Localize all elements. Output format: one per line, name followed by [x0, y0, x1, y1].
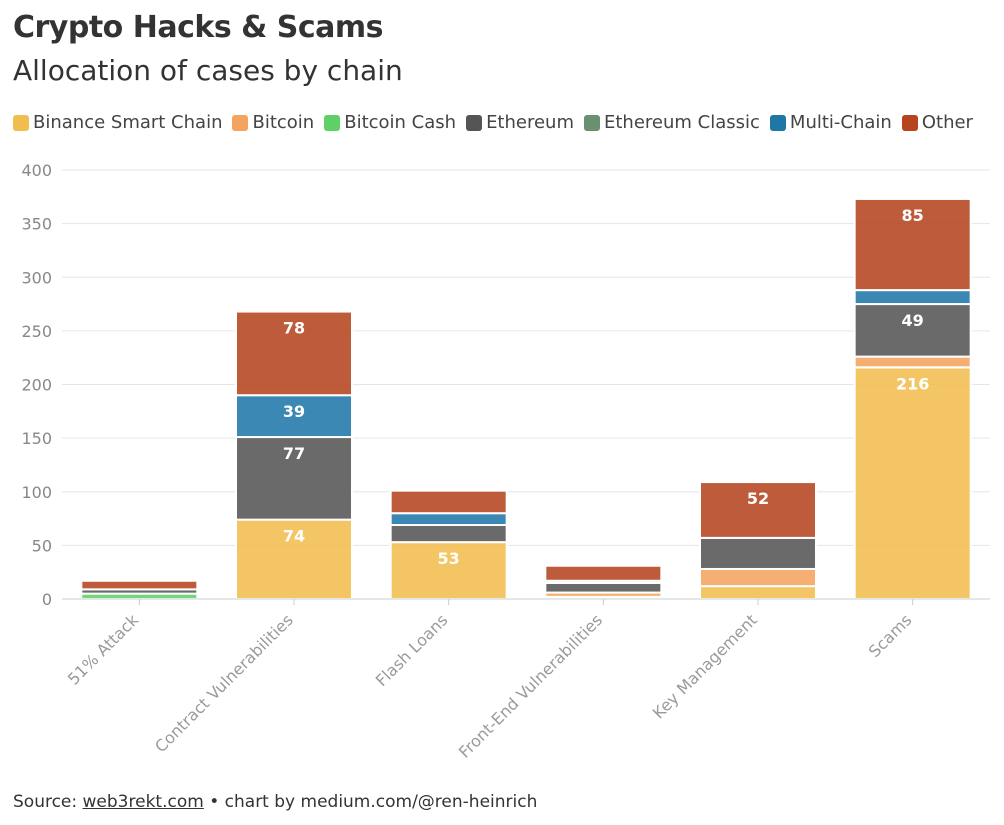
bar-segment-scams-other — [853, 197, 972, 292]
y-tick-label: 300 — [21, 268, 52, 287]
legend-item-bitcoin: Bitcoin — [232, 112, 314, 133]
legend-item-ethereum-classic: Ethereum Classic — [584, 112, 760, 133]
x-tick-label: Key Management — [649, 610, 761, 722]
y-tick-label: 400 — [21, 161, 52, 180]
legend-label: Multi-Chain — [789, 112, 892, 133]
y-tick-label: 150 — [21, 429, 52, 448]
bar-segment-front-end-vulnerabilities-other — [544, 564, 663, 582]
data-label: 74 — [283, 527, 305, 546]
bar-segment-flash-loans-multi-chain — [389, 512, 508, 526]
legend-item-binance-smart-chain: Binance Smart Chain — [13, 112, 222, 133]
legend-item-bitcoin-cash: Bitcoin Cash — [324, 112, 456, 133]
chart-title: Crypto Hacks & Scams — [13, 10, 383, 45]
bar-segment-key-management-bitcoin — [699, 567, 817, 588]
y-tick-label: 250 — [21, 322, 52, 341]
bar-segment-key-management-other — [699, 481, 817, 539]
data-label: 52 — [747, 489, 769, 508]
bar-segment-key-management-ethereum — [699, 536, 817, 570]
y-tick-label: 0 — [42, 590, 52, 609]
source-link[interactable]: web3rekt.com — [82, 792, 204, 812]
bar-segment-flash-loans-ethereum — [389, 523, 508, 544]
chart-subtitle: Allocation of cases by chain — [13, 54, 403, 87]
bar-segment-scams-multi-chain — [853, 289, 972, 306]
bar-segment-front-end-vulnerabilities-ethereum — [544, 581, 663, 594]
legend-swatch — [901, 114, 918, 131]
legend-label: Bitcoin Cash — [344, 112, 457, 133]
y-tick-label: 350 — [21, 215, 52, 234]
bar-segment-key-management-binance-smart-chain — [699, 585, 817, 601]
legend-swatch — [769, 114, 786, 131]
bar-segment-flash-loans-binance-smart-chain — [389, 541, 508, 600]
y-tick-label: 50 — [32, 536, 52, 555]
x-tick-label: Contract Vulnerabilities — [151, 610, 297, 756]
x-tick-label: Flash Loans — [372, 610, 452, 690]
data-label: 49 — [902, 311, 924, 330]
y-tick-label: 100 — [21, 483, 52, 502]
credit-text: • chart by medium.com/@ren-heinrich — [209, 792, 538, 812]
stacked-bar-chart: 0 50 100 150 200 250 300 350 400 51% Attack 74 77 39… — [21, 161, 990, 762]
legend-swatch — [324, 114, 341, 131]
legend-swatch — [13, 114, 29, 131]
legend: Binance Smart Chain Bitcoin Bitcoin Cash Et… — [13, 112, 973, 133]
legend-swatch — [466, 114, 483, 131]
x-tick-label: 51% Attack — [64, 610, 143, 689]
bar-segment-scams-bitcoin — [853, 355, 972, 369]
x-tick-label: Scams — [865, 610, 916, 661]
legend-label: Ethereum — [486, 112, 574, 133]
source-label: Source: — [13, 792, 78, 812]
data-label: 78 — [283, 319, 305, 338]
legend-item-other: Other — [901, 112, 973, 133]
data-label: 39 — [283, 402, 305, 421]
footer: Source: web3rekt.com • chart by medium.c… — [13, 792, 537, 812]
legend-item-multi-chain: Multi-Chain — [769, 112, 892, 133]
legend-swatch — [232, 114, 249, 131]
x-tick-label: Front-End Vulnerabilities — [455, 610, 606, 761]
data-label: 77 — [283, 444, 305, 463]
data-label: 85 — [902, 206, 924, 225]
bar-segment-51-attack-other — [80, 579, 199, 591]
data-label: 53 — [438, 549, 460, 568]
legend-label: Bitcoin — [252, 112, 315, 133]
legend-label: Binance Smart Chain — [33, 112, 223, 133]
y-tick-label: 200 — [21, 376, 52, 395]
legend-label: Other — [921, 112, 973, 133]
bar-segment-contract-vulnerabilities-multi-chain — [235, 394, 353, 439]
bar-segment-flash-loans-other — [389, 489, 508, 515]
data-label: 216 — [896, 374, 929, 393]
legend-swatch — [584, 114, 600, 131]
legend-label: Ethereum Classic — [604, 112, 760, 133]
legend-item-ethereum: Ethereum — [466, 112, 574, 133]
bar-segment-contract-vulnerabilities-other — [235, 310, 353, 397]
bar-segment-scams-binance-smart-chain — [853, 366, 972, 600]
